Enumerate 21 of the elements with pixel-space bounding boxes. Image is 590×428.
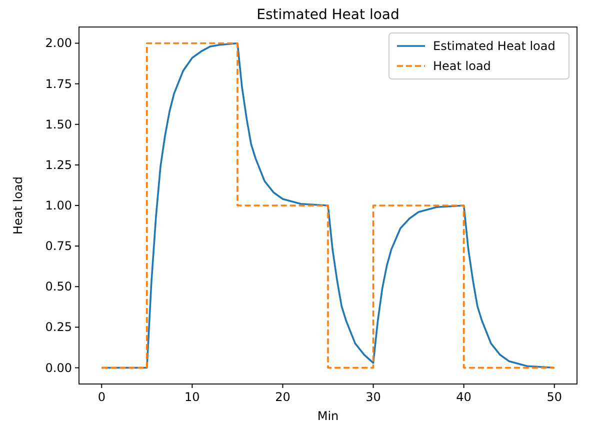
y-tick-label: 0.75 xyxy=(45,239,72,254)
x-axis-title: Min xyxy=(317,409,339,423)
x-tick-label: 50 xyxy=(546,390,562,404)
x-tick-label: 40 xyxy=(456,390,472,404)
y-tick-label: 2.00 xyxy=(45,36,72,50)
y-tick-label: 1.00 xyxy=(45,198,72,212)
legend-label: Estimated Heat load xyxy=(433,39,556,53)
y-axis-title: Heat load xyxy=(11,176,25,234)
line-series xyxy=(100,42,556,369)
y-tick-label: 0.00 xyxy=(45,360,72,375)
y-tick-label: 1.50 xyxy=(45,117,72,132)
x-tick-label: 30 xyxy=(366,390,381,404)
y-tick-label: 1.75 xyxy=(45,76,72,91)
x-tick-label: 10 xyxy=(184,390,200,404)
x-tick-label: 20 xyxy=(275,390,290,404)
legend-label: Heat load xyxy=(433,59,491,73)
y-tick-label: 0.25 xyxy=(45,320,72,334)
y-tick-label: 1.25 xyxy=(45,158,72,172)
chart-title: Estimated Heat load xyxy=(256,7,400,23)
x-tick-label: 0 xyxy=(98,390,106,404)
y-tick-label: 0.50 xyxy=(45,280,72,294)
